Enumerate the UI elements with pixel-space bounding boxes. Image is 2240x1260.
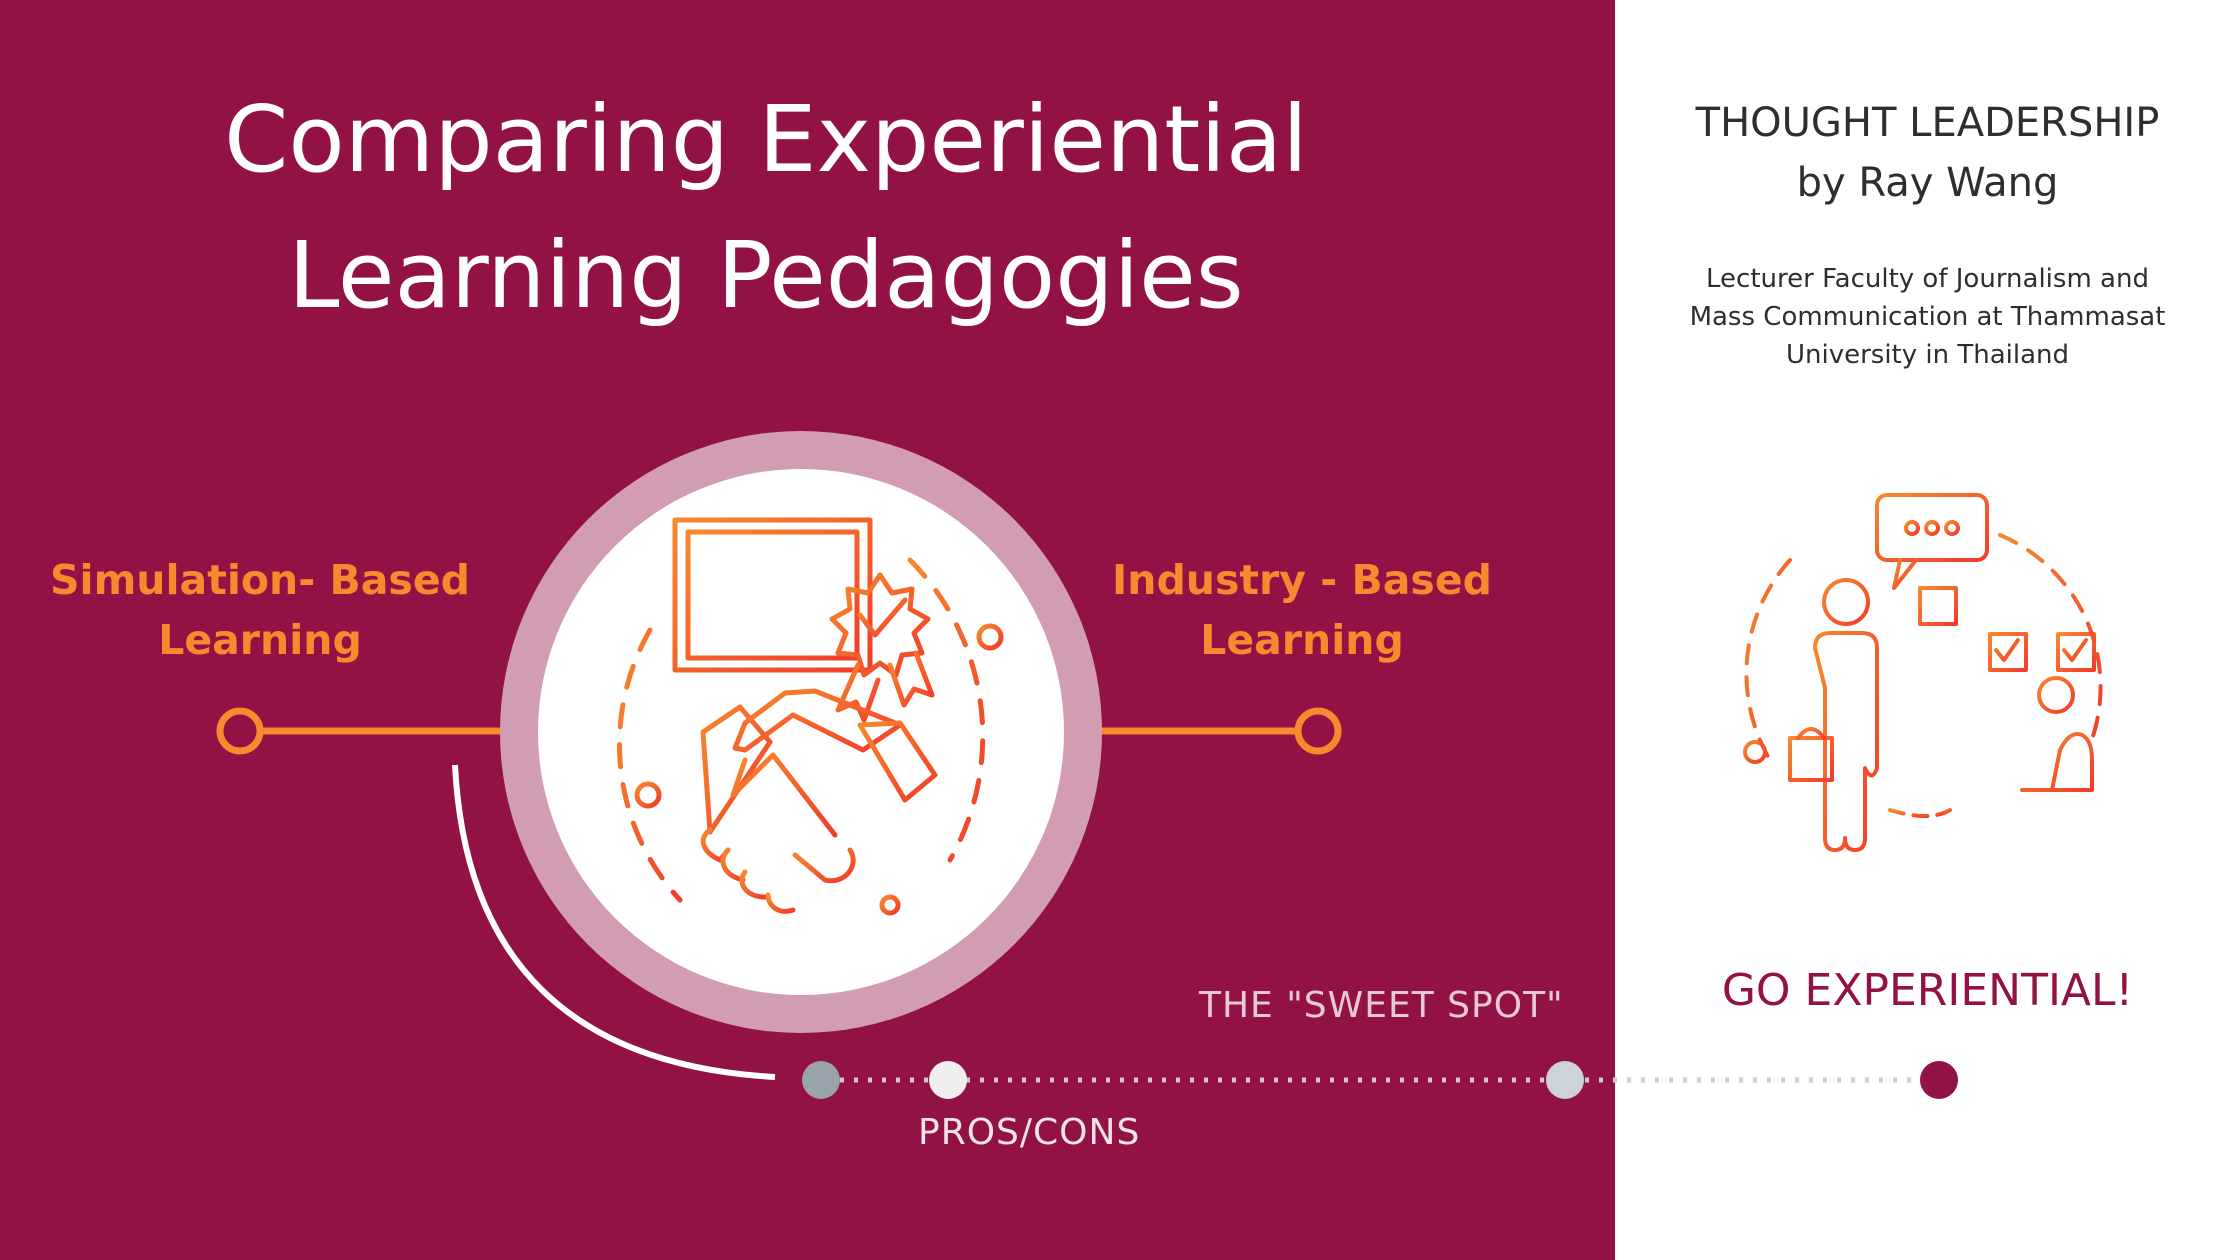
pros-cons-label: PROS/CONS [918, 1112, 1141, 1153]
right-label-line-1: Industry - Based [1112, 556, 1492, 604]
title-line-2: Learning Pedagogies [288, 222, 1244, 329]
left-node-icon [216, 707, 264, 755]
center-disc [538, 469, 1064, 995]
sidebar-heading: THOUGHT LEADERSHIP by Ray Wang [1615, 93, 2240, 213]
industry-based-label: Industry - Based Learning [1042, 550, 1562, 670]
title-line-1: Comparing Experiential [224, 86, 1308, 193]
timeline-dot-3 [1546, 1061, 1584, 1099]
left-label-line-1: Simulation- Based [50, 556, 470, 604]
go-experiential-cta: GO EXPERIENTIAL! [1721, 965, 2134, 1016]
timeline-dot-1 [802, 1061, 840, 1099]
bio-line-3: University in Thailand [1785, 340, 2070, 370]
bio-line-1: Lecturer Faculty of Journalism and [1706, 264, 2149, 294]
timeline-dot-2 [929, 1061, 967, 1099]
white-arc [452, 764, 776, 1080]
right-label-line-2: Learning [1200, 616, 1404, 664]
author-bio: Lecturer Faculty of Journalism and Mass … [1615, 260, 2240, 374]
page-title: Comparing Experiential Learning Pedagogi… [0, 72, 1532, 344]
heading-line-2: by Ray Wang [1796, 160, 2059, 206]
handshake-certificate-icon [617, 495, 1004, 916]
simulation-based-label: Simulation- Based Learning [0, 550, 520, 670]
left-label-line-2: Learning [158, 616, 362, 664]
timeline-dot-4 [1920, 1061, 1958, 1099]
heading-line-1: THOUGHT LEADERSHIP [1695, 100, 2160, 146]
people-meeting-icon [1743, 493, 2106, 852]
right-node-icon [1294, 707, 1342, 755]
sweet-spot-label: THE "SWEET SPOT" [1199, 985, 1564, 1026]
bio-line-2: Mass Communication at Thammasat [1689, 302, 2166, 332]
